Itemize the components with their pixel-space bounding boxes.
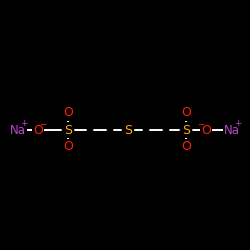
Text: O: O	[181, 140, 191, 153]
Text: Na: Na	[224, 124, 240, 136]
Text: S: S	[124, 124, 132, 136]
Text: O: O	[33, 124, 43, 136]
Text: −: −	[39, 120, 47, 128]
Text: O: O	[181, 106, 191, 120]
Text: S: S	[182, 124, 190, 136]
Text: +: +	[20, 120, 28, 128]
Text: O: O	[63, 140, 73, 153]
Text: Na: Na	[10, 124, 26, 136]
Text: S: S	[64, 124, 72, 136]
Text: O: O	[201, 124, 211, 136]
Text: O: O	[63, 106, 73, 120]
Text: +: +	[234, 120, 242, 128]
Text: −: −	[197, 120, 205, 128]
